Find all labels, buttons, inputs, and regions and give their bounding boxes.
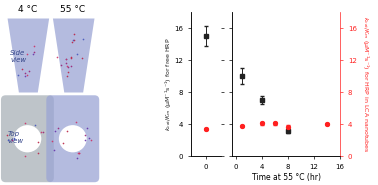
Text: 55 °C: 55 °C — [60, 5, 85, 14]
Circle shape — [14, 125, 41, 152]
Text: Side
view: Side view — [10, 50, 26, 63]
Text: 4 °C: 4 °C — [18, 5, 37, 14]
FancyBboxPatch shape — [1, 95, 54, 182]
FancyBboxPatch shape — [46, 95, 99, 182]
Polygon shape — [53, 18, 94, 92]
X-axis label: Time at 55 °C (hr): Time at 55 °C (hr) — [252, 173, 321, 182]
Y-axis label: $k_{cat}/K_m$ (μM⁻¹s⁻¹) for HRP in LCA nanotubes: $k_{cat}/K_m$ (μM⁻¹s⁻¹) for HRP in LCA n… — [361, 16, 371, 152]
Text: Top
view: Top view — [8, 131, 24, 144]
Y-axis label: $k_{cat}/K_m$ (μM⁻¹s⁻¹) for free HRP: $k_{cat}/K_m$ (μM⁻¹s⁻¹) for free HRP — [163, 37, 173, 131]
Polygon shape — [8, 18, 49, 92]
Circle shape — [61, 127, 85, 150]
Circle shape — [19, 131, 36, 147]
Circle shape — [15, 127, 39, 150]
Circle shape — [64, 131, 81, 147]
Circle shape — [59, 125, 87, 152]
